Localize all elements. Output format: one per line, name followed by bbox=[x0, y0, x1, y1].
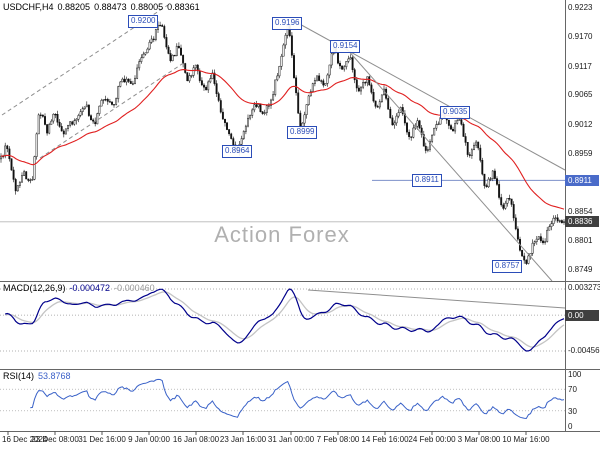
price-axis-label: 0.8959 bbox=[568, 148, 593, 158]
time-axis-label: 16 Jan 08:00 bbox=[172, 435, 220, 444]
ohlc-open: 0.88205 bbox=[57, 2, 91, 12]
macd-line bbox=[5, 288, 565, 352]
rsi-panel-title: RSI(14) 53.8768 bbox=[3, 371, 71, 381]
macd-grid bbox=[0, 288, 565, 352]
ohlc-close: 0.88361 bbox=[167, 2, 200, 12]
trendline[interactable] bbox=[1, 4, 169, 116]
swing-price-flag[interactable]: 0.9196 bbox=[272, 16, 303, 30]
macd-label: MACD(12,26,9) bbox=[3, 283, 66, 293]
swing-price-flag[interactable]: 0.8999 bbox=[287, 125, 318, 139]
level-price-box: 0.8911 bbox=[565, 174, 599, 186]
time-axis-ticks bbox=[7, 431, 527, 435]
price-axis-label: 0.9117 bbox=[568, 61, 592, 71]
panel-separators bbox=[0, 0, 600, 432]
rsi-label: RSI(14) bbox=[3, 371, 35, 381]
watermark: Action Forex bbox=[214, 222, 350, 247]
swing-price-flag[interactable]: 0.9035 bbox=[440, 105, 471, 119]
time-axis-label: 7 Feb 08:00 bbox=[316, 435, 360, 444]
time-axis-label: 31 Dec 16:00 bbox=[78, 435, 126, 444]
rsi-line bbox=[30, 378, 565, 420]
time-axis-label: 14 Feb 16:00 bbox=[361, 435, 409, 444]
time-axis-label: 23 Dec 08:00 bbox=[31, 435, 79, 444]
symbol-timeframe: USDCHF,H4 bbox=[3, 2, 54, 12]
rsi-value: 53.8768 bbox=[38, 371, 71, 381]
macd-axis-bottom: -0.004561 bbox=[568, 346, 600, 355]
swing-price-flag[interactable]: 0.8964 bbox=[222, 145, 253, 159]
ohlc-low: 0.88005 bbox=[130, 2, 164, 12]
time-axis-label: 9 Jan 00:00 bbox=[128, 435, 170, 444]
macd-zero-box: 0.00 bbox=[565, 309, 599, 321]
macd-panel-title: MACD(12,26,9) -0.000472 -0.000460 bbox=[3, 283, 155, 293]
trendline[interactable] bbox=[39, 61, 186, 159]
price-axis-label: 0.9223 bbox=[568, 3, 593, 12]
rsi-grid bbox=[0, 388, 565, 412]
time-axis-label: 3 Mar 08:00 bbox=[457, 435, 501, 444]
price-axis-label: 0.8854 bbox=[568, 206, 593, 216]
bid-price-box: 0.8836 bbox=[565, 216, 599, 228]
swing-price-flag[interactable]: 0.9200 bbox=[128, 14, 159, 28]
time-axis-label: 23 Jan 16:00 bbox=[219, 435, 267, 444]
price-axis-label: 0.8749 bbox=[568, 264, 593, 274]
time-axis-label: 10 Mar 16:00 bbox=[502, 435, 550, 444]
time-axis-label: 24 Feb 00:00 bbox=[408, 435, 456, 444]
macd-signal-line bbox=[5, 291, 565, 348]
ohlc-high: 0.88473 bbox=[94, 2, 127, 12]
price-axis-label: 0.9012 bbox=[568, 119, 593, 129]
macd-axis-top: 0.003273 bbox=[568, 283, 600, 292]
macd-signal-value: -0.000460 bbox=[114, 283, 155, 293]
macd-value: -0.000472 bbox=[69, 283, 111, 293]
price-axis-label: 0.9170 bbox=[568, 32, 593, 42]
swing-price-flag[interactable]: 0.8757 bbox=[492, 259, 523, 273]
rsi-axis-label: 0 bbox=[568, 422, 573, 431]
rsi-axis-label: 70 bbox=[568, 385, 577, 395]
time-axis-label: 31 Jan 00:00 bbox=[267, 435, 315, 444]
chart-title: USDCHF,H4 0.88205 0.88473 0.88005 0.88361 bbox=[3, 2, 204, 12]
price-axis-label: 0.8801 bbox=[568, 236, 593, 246]
trendline[interactable] bbox=[307, 289, 566, 309]
ma-line bbox=[1, 69, 565, 210]
swing-price-flag[interactable]: 0.8911 bbox=[412, 174, 442, 188]
time-axis-label: 16 Dec 2024 bbox=[2, 435, 48, 444]
candles bbox=[0, 21, 565, 265]
rsi-axis-label: 30 bbox=[568, 406, 577, 416]
price-axis-label: 0.9065 bbox=[568, 90, 593, 100]
rsi-axis-label: 100 bbox=[568, 370, 582, 379]
trendline[interactable] bbox=[345, 47, 553, 282]
swing-price-flag[interactable]: 0.9154 bbox=[330, 40, 361, 54]
